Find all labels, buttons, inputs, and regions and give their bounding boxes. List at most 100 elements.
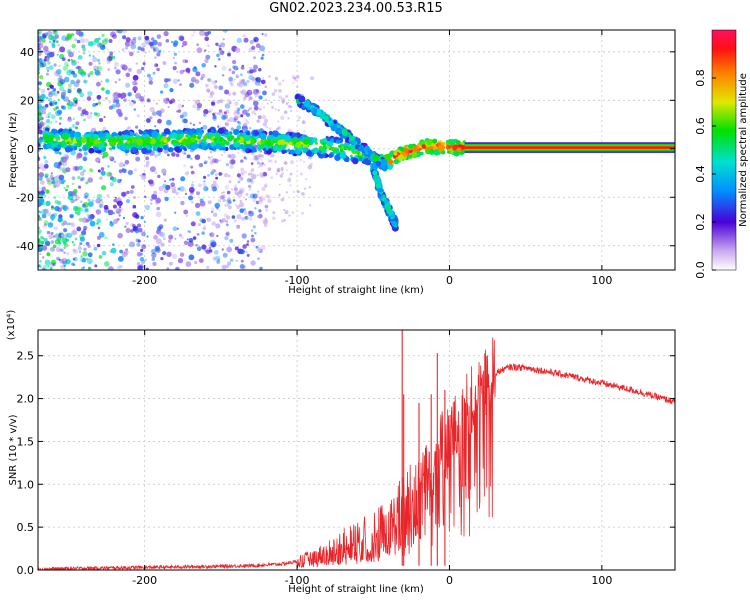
noise-speckle — [38, 58, 43, 63]
noise-speckle — [237, 121, 242, 125]
ridge-blob — [174, 140, 179, 145]
ridge-blob — [455, 140, 461, 146]
noise-speckle — [45, 96, 49, 100]
noise-speckle — [140, 248, 144, 252]
noise-speckle — [147, 73, 151, 78]
noise-speckle — [222, 74, 225, 77]
noise-speckle — [49, 84, 53, 88]
noise-speckle — [230, 82, 234, 87]
noise-speckle — [94, 68, 97, 71]
noise-speckle — [207, 89, 211, 93]
noise-speckle — [140, 47, 145, 52]
ridge-blob — [179, 145, 184, 149]
noise-speckle — [299, 158, 302, 162]
noise-speckle — [170, 185, 175, 190]
noise-speckle — [201, 73, 206, 79]
noise-speckle — [264, 85, 268, 88]
noise-speckle — [241, 233, 247, 239]
noise-speckle — [113, 198, 117, 203]
noise-speckle — [248, 106, 252, 111]
noise-speckle — [137, 46, 142, 51]
noise-speckle — [41, 186, 46, 191]
ridge-blob — [379, 188, 384, 193]
noise-speckle — [264, 118, 269, 123]
ridge-blob — [299, 136, 303, 140]
noise-speckle — [137, 36, 142, 41]
noise-speckle — [283, 218, 286, 222]
ridge-blob — [233, 140, 240, 148]
colorbar-tick-label: 0.2 — [694, 213, 707, 231]
ridge-blob — [426, 139, 433, 146]
noise-speckle — [115, 69, 121, 75]
noise-speckle — [58, 248, 62, 252]
noise-speckle — [256, 161, 260, 165]
noise-speckle — [275, 172, 278, 175]
noise-speckle — [98, 200, 104, 206]
bottom-gridlines — [38, 330, 675, 571]
noise-speckle — [204, 160, 208, 164]
noise-speckle — [100, 167, 105, 171]
noise-speckle — [246, 89, 253, 96]
ridge-blob — [46, 142, 53, 149]
noise-speckle — [154, 245, 160, 251]
noise-speckle — [155, 201, 159, 205]
noise-speckle — [181, 104, 184, 108]
noise-speckle — [75, 196, 80, 201]
ridge-blob — [184, 130, 189, 135]
noise-speckle — [71, 262, 75, 266]
noise-speckle — [278, 95, 282, 99]
noise-speckle — [96, 218, 102, 224]
ridge-blob — [48, 133, 52, 137]
noise-speckle — [83, 79, 88, 84]
ridge-blob — [236, 146, 240, 150]
ridge-blob — [416, 153, 421, 157]
ridge-blob — [338, 144, 342, 149]
ridge-blob — [408, 154, 413, 159]
noise-speckle — [230, 127, 235, 131]
noise-speckle — [281, 100, 285, 104]
noise-speckle — [255, 200, 260, 205]
noise-speckle — [180, 200, 185, 206]
noise-speckle — [39, 252, 42, 256]
ridge-blob — [322, 145, 328, 150]
noise-speckle — [285, 101, 288, 104]
noise-speckle — [174, 237, 177, 240]
noise-speckle — [182, 118, 188, 124]
bottom-y-multiplier: (x10⁴) — [6, 310, 17, 341]
noise-speckle — [176, 70, 179, 74]
noise-speckle — [55, 246, 61, 253]
noise-speckle — [114, 80, 118, 84]
noise-speckle — [227, 52, 231, 57]
noise-speckle — [192, 104, 197, 109]
noise-speckle — [68, 83, 72, 87]
noise-speckle — [205, 54, 211, 60]
noise-speckle — [207, 31, 211, 35]
noise-speckle — [75, 156, 79, 160]
noise-speckle — [97, 101, 101, 105]
ridge-blob — [157, 146, 163, 153]
noise-speckle — [92, 103, 97, 107]
noise-speckle — [212, 115, 217, 119]
noise-speckle — [50, 121, 53, 124]
ridge-blob — [399, 146, 404, 152]
noise-speckle — [214, 202, 220, 209]
noise-speckle — [157, 42, 162, 47]
noise-speckle — [84, 110, 89, 116]
noise-speckle — [214, 173, 218, 176]
noise-speckle — [245, 120, 250, 125]
noise-speckle — [38, 87, 41, 91]
noise-speckle — [92, 55, 95, 58]
noise-speckle — [117, 179, 122, 184]
noise-speckle — [266, 195, 271, 199]
ridge-blob — [326, 136, 332, 142]
noise-speckle — [97, 58, 101, 63]
noise-speckle — [219, 219, 222, 222]
noise-speckle — [249, 90, 252, 93]
noise-speckle — [135, 214, 140, 219]
noise-speckle — [136, 262, 141, 266]
noise-speckle — [264, 218, 268, 221]
noise-speckle — [154, 56, 157, 59]
noise-speckle — [289, 184, 292, 187]
noise-speckle — [65, 188, 68, 192]
